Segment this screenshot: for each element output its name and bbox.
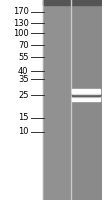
Bar bbox=[72, 91, 100, 92]
Text: 25: 25 bbox=[18, 90, 29, 99]
Bar bbox=[72, 99, 100, 100]
Text: 35: 35 bbox=[18, 74, 29, 84]
Text: 70: 70 bbox=[18, 40, 29, 49]
Bar bbox=[71, 0, 101, 200]
Text: 100: 100 bbox=[13, 28, 29, 38]
Bar bbox=[72, 92, 100, 93]
Text: 55: 55 bbox=[18, 52, 29, 62]
Bar bbox=[43, 0, 102, 200]
Bar bbox=[72, 97, 100, 98]
Text: 170: 170 bbox=[13, 7, 29, 17]
Bar bbox=[72, 95, 100, 96]
Bar bbox=[72, 96, 100, 97]
Bar bbox=[72, 89, 100, 90]
Bar bbox=[43, 0, 102, 5]
Bar bbox=[44, 0, 69, 200]
Bar bbox=[72, 98, 100, 99]
Text: 130: 130 bbox=[13, 19, 29, 27]
Text: 40: 40 bbox=[18, 66, 29, 75]
Text: 10: 10 bbox=[18, 128, 29, 136]
Bar bbox=[72, 94, 100, 95]
Bar bbox=[72, 90, 100, 91]
Text: 15: 15 bbox=[18, 114, 29, 122]
Bar bbox=[72, 93, 100, 94]
